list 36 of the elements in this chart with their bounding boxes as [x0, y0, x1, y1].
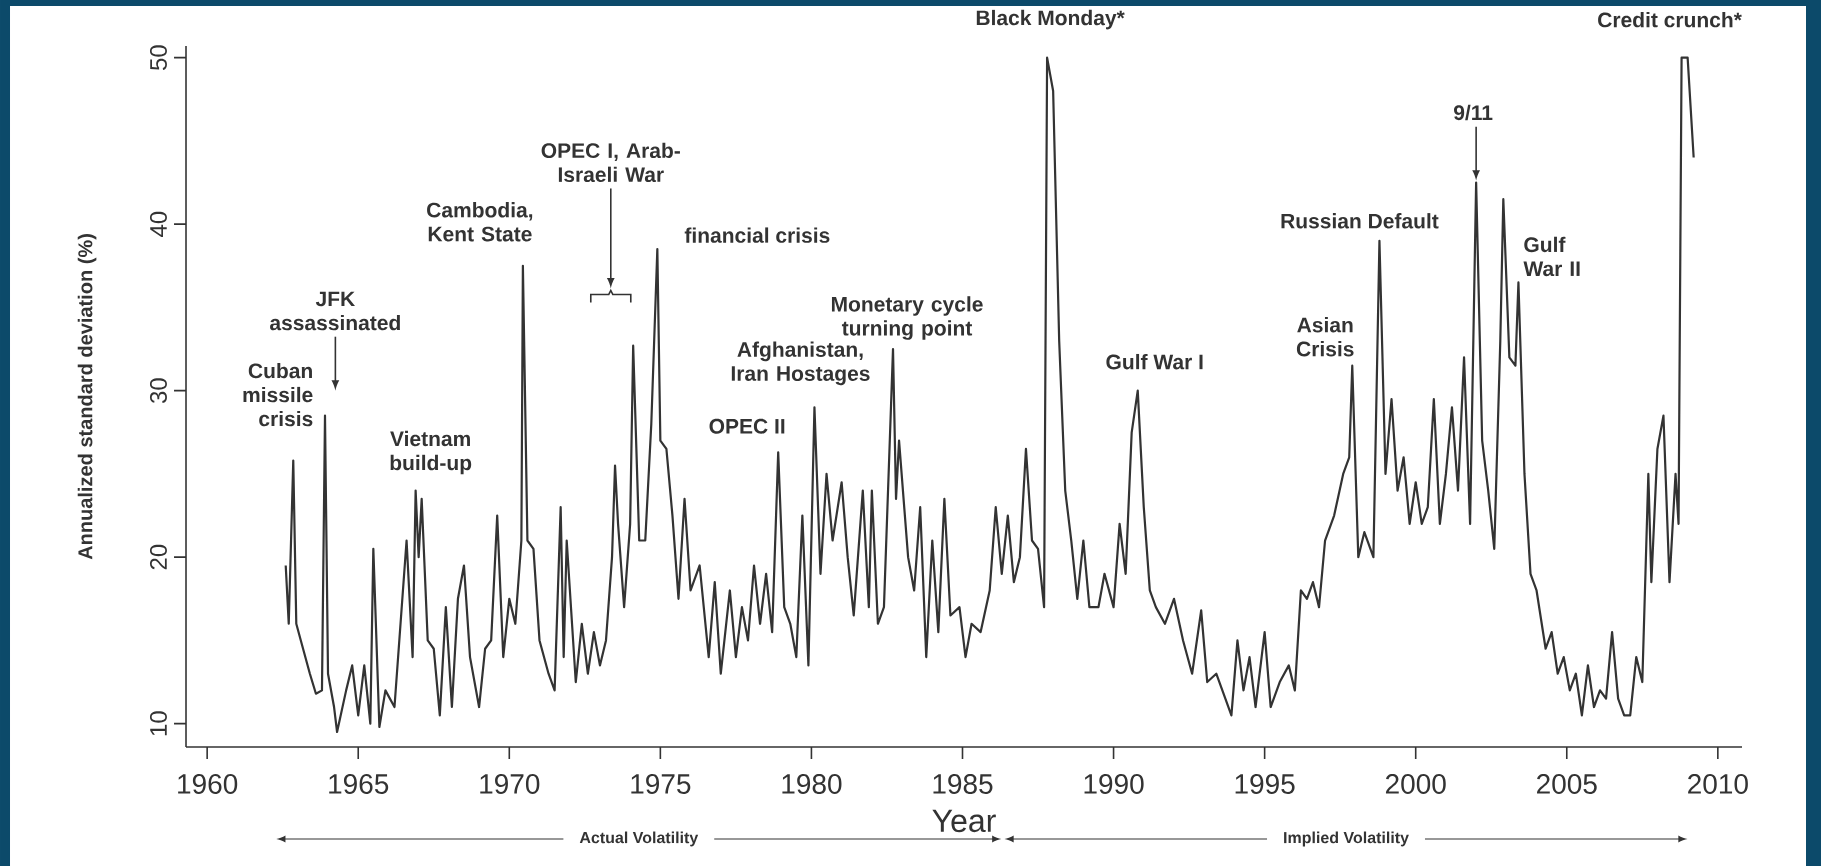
y-tick-label: 40 — [149, 211, 167, 237]
y-axis-title: Annualized standard deviation (%) — [77, 234, 97, 560]
y-tick-label: 30 — [149, 378, 167, 404]
annotation: Cuban missile crisis — [243, 362, 313, 427]
annotation: OPEC II — [709, 418, 785, 434]
annotation: Russian Default — [1281, 213, 1439, 229]
annotation: Monetary cycle turning point — [831, 296, 983, 340]
annotation: Vietnam build-up — [390, 430, 472, 475]
x-tick-label: 1985 — [933, 774, 993, 794]
y-tick-label: 20 — [149, 544, 167, 570]
x-tick-label: 1980 — [782, 774, 842, 794]
x-tick-label: 2005 — [1537, 774, 1597, 794]
x-tick-label: 1960 — [178, 774, 238, 794]
x-tick-label: 1995 — [1235, 774, 1295, 794]
annotation: 9/11 — [1453, 104, 1493, 121]
y-tick-label: 10 — [149, 711, 167, 736]
annotation: financial crisis — [684, 227, 830, 243]
annotation: Gulf War II — [1523, 236, 1580, 277]
x-tick-label: 1990 — [1084, 774, 1144, 794]
annotation: Black Monday* — [976, 9, 1125, 30]
annotation: Afghanistan, Iran Hostages — [731, 341, 870, 386]
x-tick-label: 1965 — [329, 774, 389, 794]
text: Actual Volatility — [579, 831, 699, 847]
annotation: OPEC I, Arab-Israeli War — [541, 142, 680, 183]
text: Implied Volatility — [1284, 831, 1409, 847]
x-tick-label: 2000 — [1385, 774, 1446, 794]
annotation: Cambodia, Kent State — [427, 202, 533, 242]
x-tick-label: 2010 — [1688, 774, 1748, 794]
x-tick-label: 1970 — [480, 774, 540, 794]
y-tick-label: 50 — [149, 45, 167, 71]
annotation: Gulf War I — [1106, 353, 1203, 370]
x-axis-title: Year — [932, 809, 996, 833]
annotation: JFK assassinated — [270, 291, 400, 331]
x-tick-label: 1975 — [631, 774, 691, 794]
annotation: Credit crunch* — [1598, 11, 1742, 28]
annotation: Asian Crisis — [1296, 316, 1354, 357]
